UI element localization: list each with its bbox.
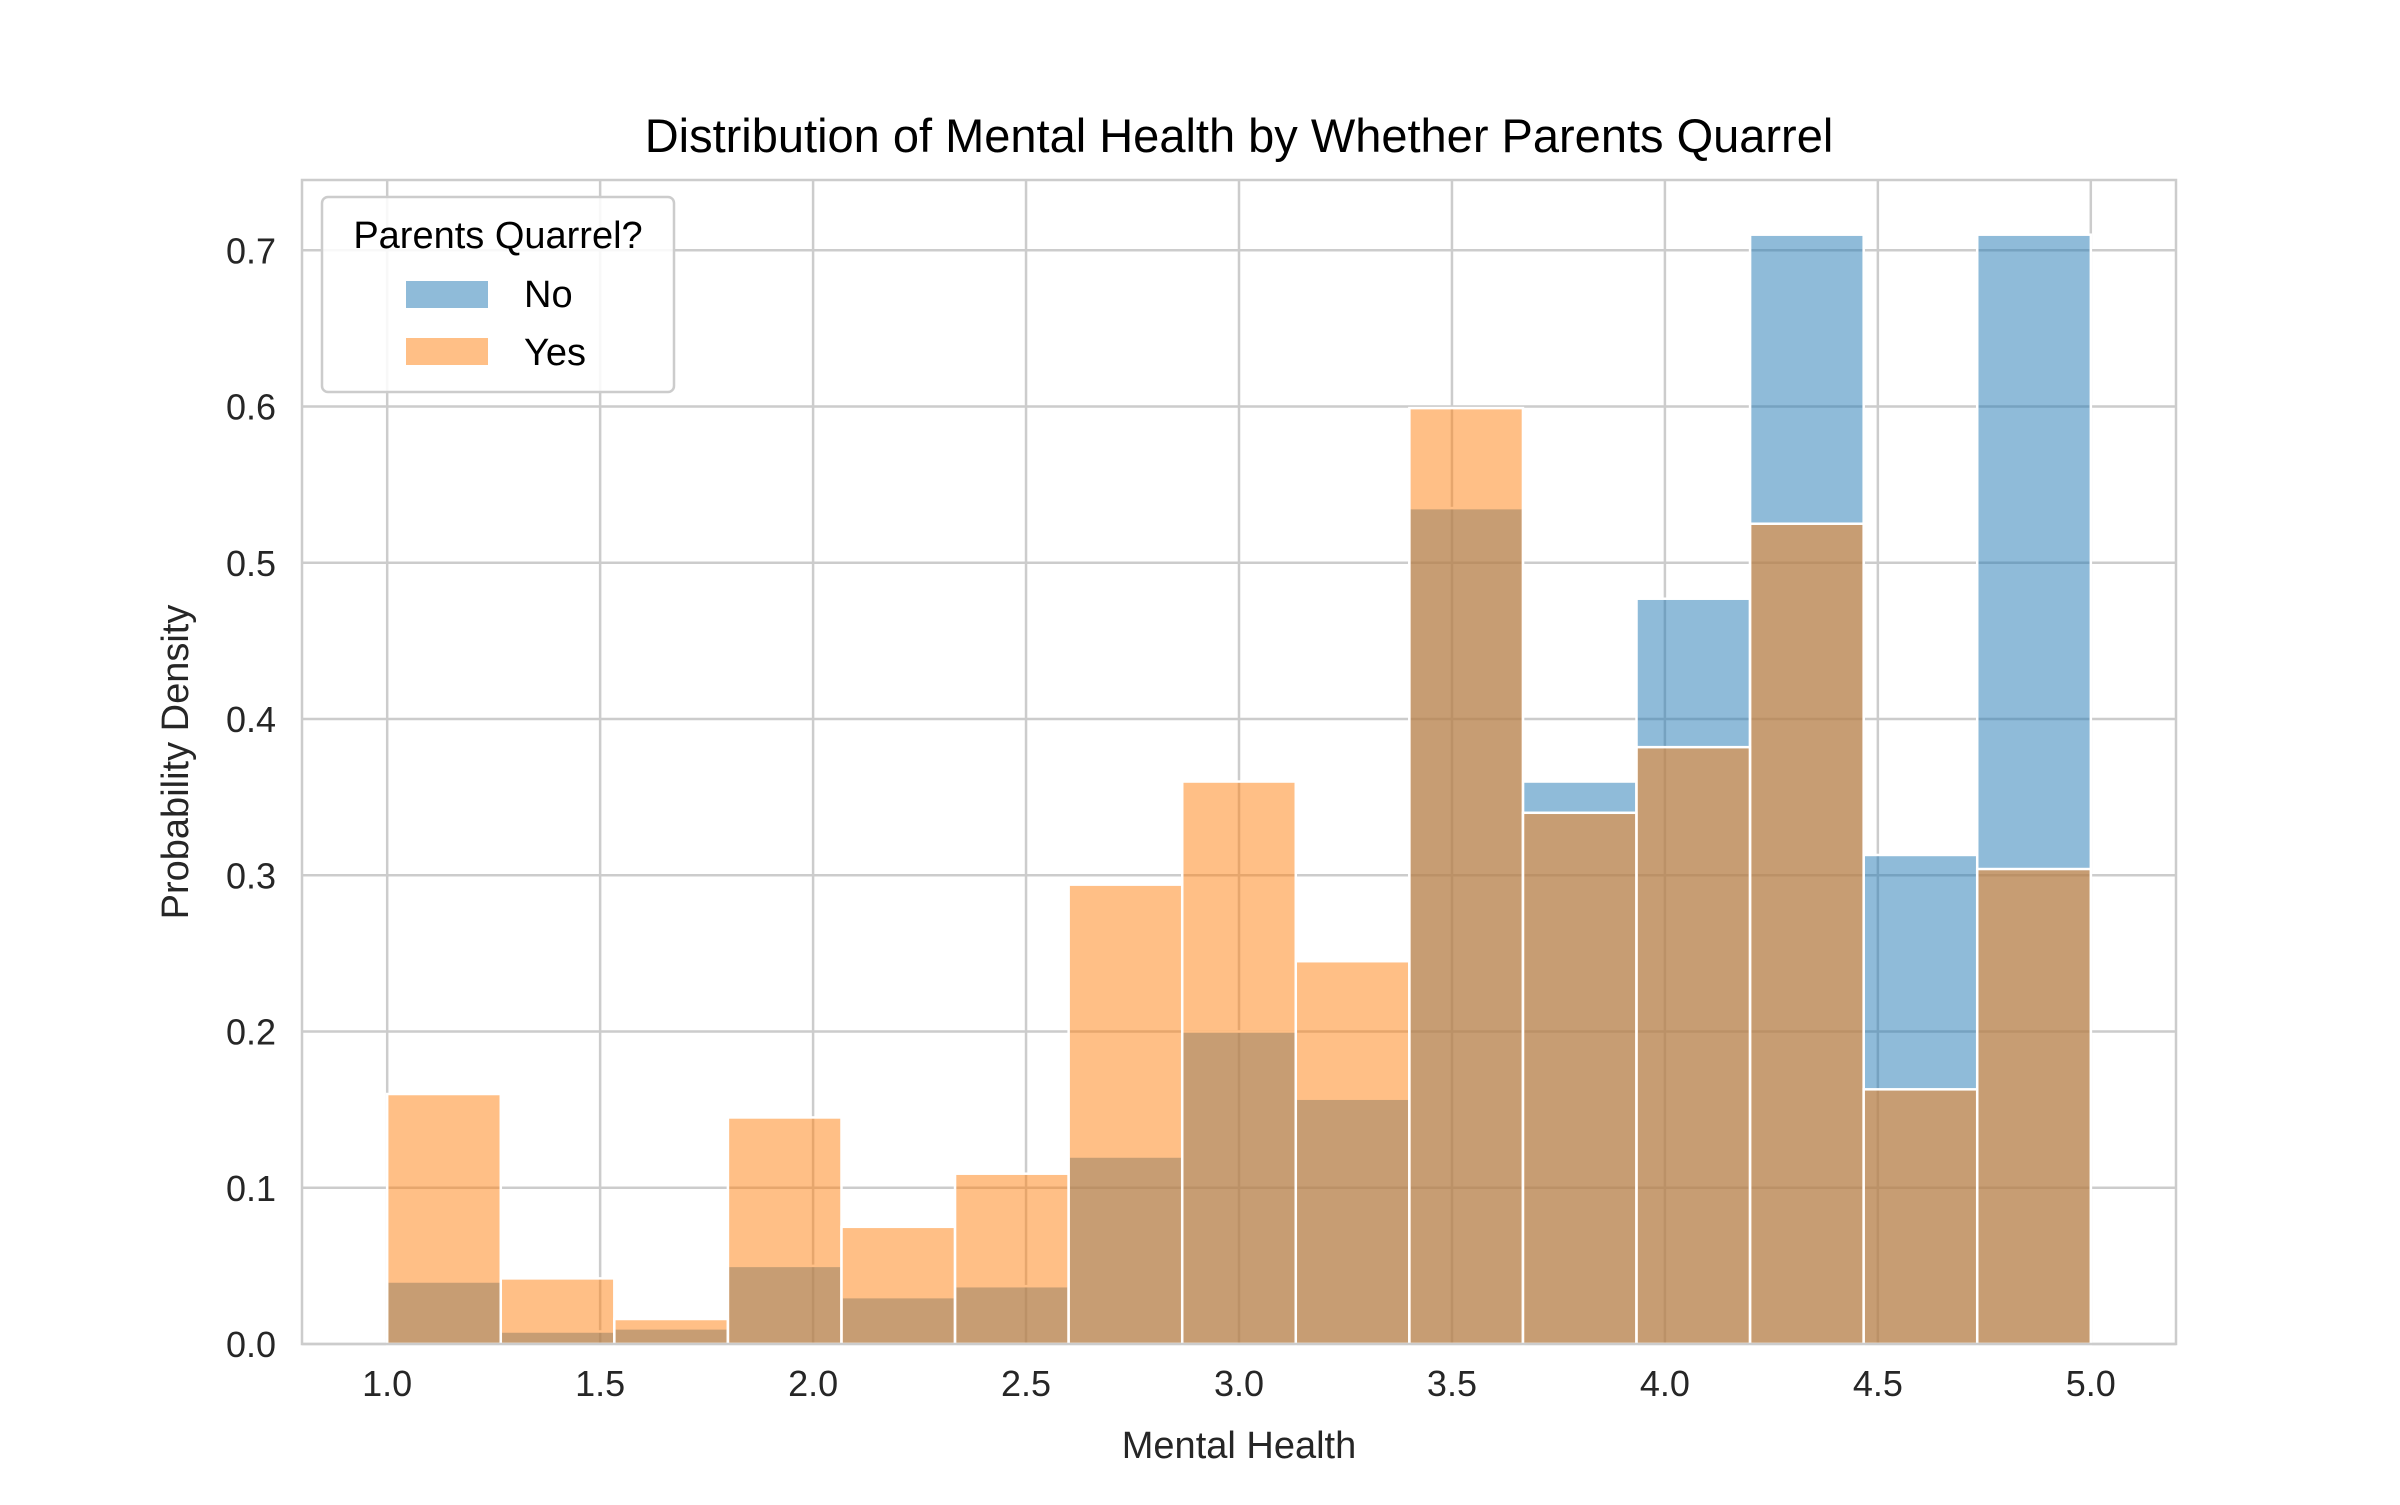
histogram-bar-yes (1294, 959, 1411, 1346)
legend-swatch-no (406, 281, 488, 308)
histogram-bar-yes (1521, 811, 1638, 1346)
plot-frame (300, 178, 2178, 1346)
legend-label-no: No (524, 274, 573, 316)
y-axis-label: Probability Density (155, 605, 197, 920)
x-tick-label: 1.5 (575, 1363, 625, 1404)
histogram-bar-yes (1975, 867, 2093, 1346)
x-tick-label: 2.5 (1001, 1363, 1051, 1404)
histogram-bar-yes (840, 1225, 957, 1346)
y-tick-label: 0.7 (226, 230, 276, 271)
y-tick-label: 0.0 (226, 1324, 276, 1365)
series-yes (385, 406, 2093, 1346)
histogram-bar-yes (953, 1172, 1070, 1346)
x-tick-label: 2.0 (788, 1363, 838, 1404)
x-tick-label: 3.0 (1214, 1363, 1264, 1404)
x-tick-label: 4.5 (1853, 1363, 1903, 1404)
legend-title: Parents Quarrel? (353, 215, 642, 257)
histogram-bar-yes (1408, 406, 1525, 1346)
x-tick-label: 3.5 (1427, 1363, 1477, 1404)
bars (385, 233, 2093, 1346)
x-tick-label: 4.0 (1640, 1363, 1690, 1404)
y-tick-label: 0.6 (226, 387, 276, 428)
tick-labels: 1.0 1.5 2.0 2.5 3.0 3.5 4.0 4.5 5.0 0.0 0.1 0.2 0.3 0… (226, 230, 2116, 1404)
x-tick-label: 1.0 (362, 1363, 412, 1404)
histogram-bar-yes (1635, 745, 1752, 1346)
y-tick-label: 0.3 (226, 855, 276, 896)
histogram-bar-yes (499, 1277, 616, 1346)
histogram-bar-yes (726, 1116, 843, 1346)
y-tick-label: 0.4 (226, 699, 276, 740)
histogram-bar-yes (385, 1092, 503, 1346)
histogram-bar-yes (1180, 780, 1298, 1346)
legend: Parents Quarrel? No Yes (320, 195, 676, 394)
histogram-bar-yes (1862, 1088, 1979, 1346)
y-tick-label: 0.5 (226, 543, 276, 584)
y-tick-label: 0.1 (226, 1168, 276, 1209)
legend-swatch-yes (406, 338, 488, 365)
legend-label-yes: Yes (524, 332, 586, 374)
histogram-bar-yes (1067, 883, 1184, 1346)
histogram-bar-yes (1748, 522, 1865, 1346)
x-axis-label: Mental Health (1122, 1425, 1356, 1467)
x-tick-label: 5.0 (2066, 1363, 2116, 1404)
y-tick-label: 0.2 (226, 1012, 276, 1053)
chart-title: Distribution of Mental Health by Whether… (645, 109, 1834, 162)
histogram-bar-yes (613, 1317, 730, 1346)
